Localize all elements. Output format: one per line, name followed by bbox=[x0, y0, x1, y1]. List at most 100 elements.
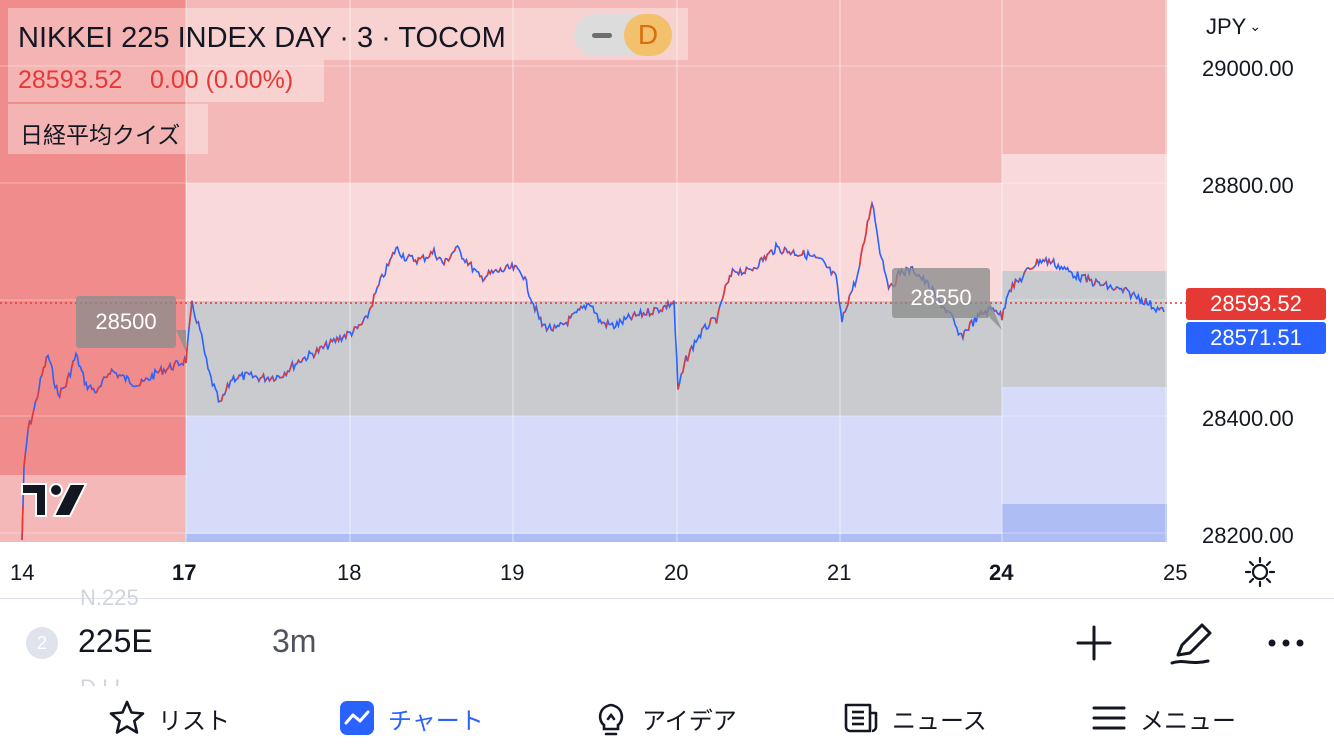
price-segment-up bbox=[1043, 257, 1047, 262]
box-label-28500: 28500 bbox=[76, 296, 176, 348]
nav-label: ニュース bbox=[892, 707, 987, 735]
symbol-toolbar: N.225 D.I.I. 2 225E 3m bbox=[0, 585, 1334, 700]
price-segment-up bbox=[334, 337, 338, 343]
nav-item-chart[interactable]: チャート bbox=[338, 698, 484, 738]
price-segment-up bbox=[95, 388, 99, 393]
price-segment-up bbox=[601, 321, 604, 325]
price-segment-up bbox=[373, 292, 377, 296]
price-segment-up bbox=[545, 327, 549, 332]
x-axis-label: 17 bbox=[172, 560, 197, 585]
price-segment-up bbox=[671, 300, 675, 304]
price-segment-up bbox=[772, 252, 776, 256]
nav-item-list[interactable]: リスト bbox=[108, 698, 230, 738]
nav-label: アイデア bbox=[642, 707, 737, 735]
zone-lower-light-3 bbox=[1002, 387, 1167, 504]
zone-lower-dark-2 bbox=[186, 534, 1002, 542]
price-segment-up bbox=[290, 362, 294, 368]
nav-item-ideas[interactable]: アイデア bbox=[592, 698, 737, 738]
price-segment-up bbox=[708, 318, 712, 326]
price-segment-up bbox=[106, 373, 110, 378]
price-series bbox=[21, 200, 1165, 540]
data-status-badge[interactable]: D bbox=[624, 14, 672, 56]
indicator-legend[interactable]: 日経平均クイズ bbox=[8, 104, 208, 154]
price-segment-up bbox=[258, 377, 262, 382]
bottom-navigation: リスト チャート アイデア ニュース メニュー bbox=[0, 686, 1334, 750]
more-icon[interactable] bbox=[1262, 619, 1310, 667]
price-segment-up bbox=[1031, 267, 1034, 270]
star-icon bbox=[109, 700, 145, 734]
price-segment-up bbox=[889, 283, 893, 287]
price-segment-up bbox=[109, 369, 113, 375]
price-segment-up bbox=[865, 221, 869, 234]
nav-label: メニュー bbox=[1140, 707, 1236, 735]
price-segment-up bbox=[345, 331, 349, 339]
price-segment-up bbox=[494, 269, 497, 272]
legend-toggle[interactable]: D bbox=[574, 14, 672, 56]
price-segment-up bbox=[420, 254, 424, 258]
price-segment-up bbox=[862, 241, 866, 247]
chart-area[interactable]: NIKKEI 225 INDEX DAY · 3 · TOCOM D 28593… bbox=[0, 0, 1334, 598]
price-segment-up bbox=[364, 315, 367, 318]
price-segment-up bbox=[88, 384, 92, 388]
price-segment-up bbox=[342, 334, 346, 338]
price-segment-up bbox=[801, 249, 805, 256]
price-segment-up bbox=[994, 309, 997, 312]
price-segment-up bbox=[522, 276, 526, 280]
price-segment-up bbox=[31, 409, 35, 416]
price-segment-up bbox=[219, 399, 222, 403]
price-segment-up bbox=[428, 251, 432, 257]
settings-icon[interactable] bbox=[1244, 556, 1276, 588]
price-segment-up bbox=[447, 257, 451, 262]
price-segment-up bbox=[677, 382, 681, 390]
price-segment-up bbox=[1017, 278, 1021, 283]
price-segment-up bbox=[967, 322, 971, 331]
price-segment-up bbox=[630, 315, 634, 320]
price-segment-up bbox=[172, 363, 176, 370]
price-segment-up bbox=[158, 366, 162, 372]
price-segment-up bbox=[270, 376, 274, 380]
price-segment-up bbox=[812, 254, 815, 257]
price-segment-up bbox=[65, 378, 69, 387]
price-segment-up bbox=[288, 366, 292, 372]
price-segment-up bbox=[436, 257, 439, 261]
price-segment-up bbox=[313, 353, 317, 358]
price-segment-up bbox=[756, 266, 760, 270]
y-axis-label: 29000.00 bbox=[1202, 56, 1294, 81]
x-axis-label: 24 bbox=[989, 560, 1014, 585]
price-segment-up bbox=[689, 345, 693, 350]
price-segment-up bbox=[765, 253, 769, 260]
price-segment-up bbox=[860, 245, 864, 255]
currency-selector[interactable]: JPY ⌄ bbox=[1206, 14, 1261, 40]
price-segment-up bbox=[724, 283, 728, 286]
chart-legend-title[interactable]: NIKKEI 225 INDEX DAY · 3 · TOCOM D bbox=[8, 8, 688, 60]
indicator-name: 日経平均クイズ bbox=[20, 122, 181, 148]
price-chart[interactable] bbox=[0, 0, 1186, 598]
interval-selector[interactable]: 3m bbox=[272, 623, 317, 659]
price-segment-up bbox=[1113, 288, 1116, 291]
plus-icon[interactable] bbox=[1070, 619, 1118, 667]
nav-item-news[interactable]: ニュース bbox=[842, 698, 987, 738]
price-segment-up bbox=[843, 311, 846, 314]
symbol-selector[interactable]: 225E bbox=[78, 623, 153, 659]
box-label-pointer-2 bbox=[990, 302, 1002, 330]
nav-item-menu[interactable]: メニュー bbox=[1090, 698, 1236, 738]
price-segment-up bbox=[443, 258, 447, 265]
price-segment-up bbox=[319, 345, 322, 348]
price-segment-up bbox=[1085, 275, 1089, 283]
zone-neutral-3 bbox=[1002, 271, 1167, 387]
price-segment-up bbox=[196, 321, 199, 324]
pen-icon[interactable] bbox=[1168, 619, 1216, 667]
price-segment-up bbox=[509, 263, 513, 269]
lightbulb-icon bbox=[598, 703, 624, 736]
price-segment-up bbox=[167, 363, 171, 368]
y-axis-label: 28800.00 bbox=[1202, 173, 1294, 198]
price-segment-up bbox=[427, 255, 430, 259]
price-segment-up bbox=[1046, 259, 1050, 265]
price-segment-up bbox=[300, 358, 304, 363]
tradingview-logo-icon[interactable] bbox=[20, 480, 88, 520]
price-segment-up bbox=[998, 311, 1002, 316]
price-segment-up bbox=[682, 363, 686, 373]
price-segment-up bbox=[869, 203, 873, 211]
minus-icon[interactable] bbox=[592, 33, 612, 38]
price-segment-up bbox=[797, 254, 800, 257]
